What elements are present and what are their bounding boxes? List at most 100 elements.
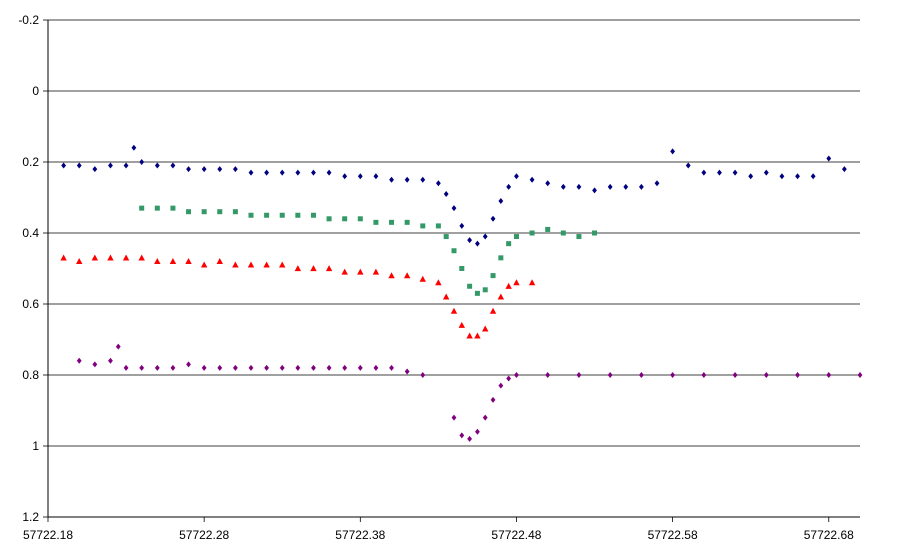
data-point [326, 216, 332, 222]
series-2 [60, 254, 536, 339]
data-point [779, 173, 785, 180]
data-point [670, 372, 676, 378]
data-point [763, 372, 769, 378]
data-point [506, 183, 512, 190]
data-point [139, 159, 145, 165]
data-point [294, 265, 302, 272]
data-point [506, 375, 512, 382]
data-points [60, 144, 863, 442]
y-tick-label: 0.6 [22, 297, 39, 311]
data-point [467, 283, 473, 289]
data-point [186, 209, 192, 215]
data-point [357, 364, 363, 371]
data-point [403, 272, 411, 279]
data-point [857, 372, 863, 378]
x-tick-label: 57722.68 [804, 528, 854, 542]
data-point [326, 364, 332, 371]
y-tick-label: 1 [32, 439, 39, 453]
data-point [92, 361, 98, 368]
data-point [115, 343, 121, 350]
y-tick-label: 1.2 [22, 510, 39, 524]
data-point [76, 258, 83, 264]
data-point [443, 190, 449, 197]
data-point [373, 173, 379, 180]
data-point [326, 169, 332, 176]
data-point [154, 364, 160, 371]
data-point [474, 290, 480, 296]
data-point [497, 293, 505, 300]
data-point [505, 282, 512, 289]
data-point [139, 205, 145, 211]
data-point [76, 162, 82, 169]
data-point [247, 261, 255, 268]
axes [43, 19, 860, 522]
data-point [826, 155, 832, 162]
data-point [295, 212, 301, 218]
data-point [200, 261, 208, 268]
y-tick-label: 0.2 [22, 155, 39, 169]
data-point [310, 265, 317, 272]
data-point [389, 364, 394, 371]
x-tick-label: 57722.18 [23, 528, 73, 542]
y-tick-label: 0 [32, 84, 39, 98]
data-point [420, 372, 426, 378]
data-point [342, 173, 348, 180]
data-point [763, 169, 769, 176]
data-point [717, 169, 722, 176]
data-point [170, 162, 176, 169]
data-point [475, 428, 480, 435]
data-point [638, 372, 644, 378]
data-point [232, 261, 239, 268]
data-point [451, 248, 457, 254]
data-point [435, 180, 441, 187]
data-point [342, 364, 348, 371]
data-point [607, 183, 613, 190]
data-point [154, 258, 161, 264]
data-point [139, 364, 145, 371]
data-point [482, 287, 488, 293]
data-point [92, 166, 98, 173]
data-point [623, 183, 629, 190]
data-point [701, 372, 707, 378]
data-point [357, 173, 363, 180]
data-point [490, 396, 496, 403]
data-point [592, 187, 597, 194]
data-point [459, 266, 465, 271]
data-point [420, 223, 426, 229]
data-point [592, 230, 598, 236]
data-point [217, 166, 223, 173]
data-point [450, 307, 458, 314]
data-point [795, 372, 800, 378]
data-point [123, 364, 129, 371]
data-point [545, 226, 551, 232]
y-tick-label: -0.2 [18, 13, 39, 27]
data-point [60, 254, 67, 261]
data-point [279, 169, 285, 176]
data-point [295, 364, 301, 371]
data-point [264, 364, 270, 371]
data-point [435, 223, 441, 229]
data-point [123, 162, 129, 169]
data-point [545, 180, 551, 187]
x-tick-label: 57722.28 [179, 528, 229, 542]
data-point [442, 293, 450, 300]
data-point [420, 176, 426, 183]
data-point [458, 321, 466, 328]
data-point [529, 230, 535, 236]
data-point [576, 183, 582, 190]
data-point [357, 268, 364, 275]
data-point [108, 162, 113, 169]
data-point [169, 258, 177, 264]
data-point [138, 254, 145, 261]
data-point [263, 261, 270, 268]
data-point [474, 332, 481, 339]
data-point [232, 209, 238, 215]
data-point [404, 368, 410, 375]
data-point [475, 240, 480, 247]
data-point [748, 173, 754, 180]
y-tick-label: 0.4 [22, 226, 39, 240]
data-point [841, 166, 847, 173]
data-point [732, 169, 738, 176]
data-point [311, 169, 316, 176]
